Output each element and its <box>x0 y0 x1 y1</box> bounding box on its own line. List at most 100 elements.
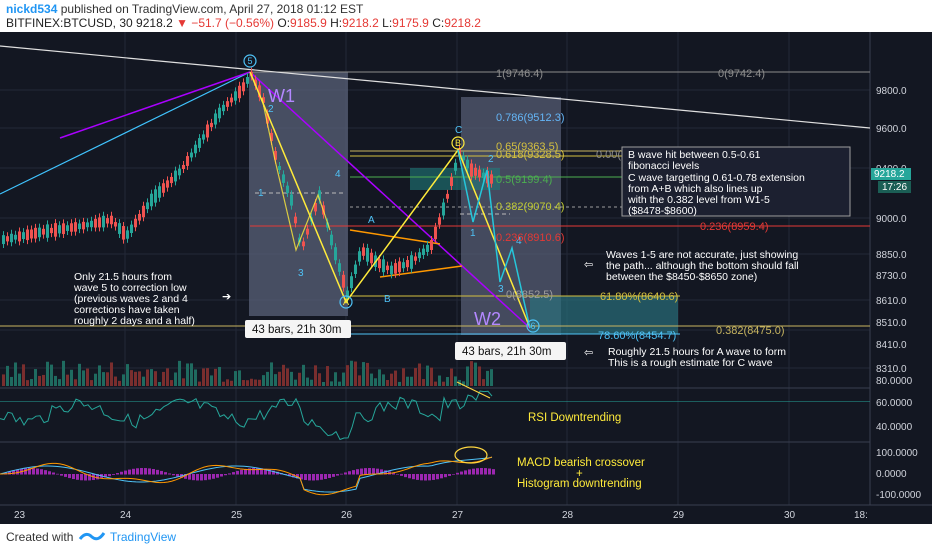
wave-6-circle-label: 6 <box>530 321 535 331</box>
macd-hist-bar <box>236 470 239 475</box>
macd-hist-bar <box>172 474 175 476</box>
macd-hist-bar <box>292 474 295 478</box>
volume-bar <box>282 364 285 386</box>
waves-note-line: between the $8450-$8650 zone) <box>606 271 757 283</box>
volume-bar <box>222 381 225 386</box>
volume-bar <box>326 366 329 386</box>
volume-bar <box>246 380 249 386</box>
volume-bar <box>178 360 181 386</box>
volume-bar <box>98 365 101 386</box>
author-link[interactable]: nickd534 <box>6 2 58 16</box>
macd-hist-bar <box>492 469 495 475</box>
candle <box>318 190 321 200</box>
candle <box>90 220 93 228</box>
candle <box>470 163 473 177</box>
candle <box>474 167 477 176</box>
macd-hist-bar <box>444 474 447 478</box>
volume-bar <box>354 361 357 386</box>
candle <box>306 228 309 235</box>
proj-wave-4: 4 <box>516 236 522 247</box>
candle <box>358 251 361 262</box>
candle <box>118 223 121 234</box>
candle <box>106 218 109 224</box>
a-wave-note-line: Roughly 21.5 hours for A wave to form <box>608 346 786 358</box>
tradingview-link[interactable]: TradingView <box>110 530 177 544</box>
macd-hist-bar <box>260 468 263 475</box>
rsi-level-line <box>0 401 870 402</box>
volume-bar <box>86 368 89 386</box>
macd-hist-bar <box>432 474 435 480</box>
candle <box>406 260 409 268</box>
chart-area[interactable]: 5 A B 6 2 1 3 4 A B C 1 2 3 4 W1 W2 1(97… <box>0 32 932 524</box>
volume-bar <box>394 370 397 386</box>
macd-hist-bar <box>132 468 135 475</box>
created-with: Created with <box>6 530 74 544</box>
volume-bars <box>2 360 493 386</box>
candle <box>274 150 277 160</box>
macd-hist-bar <box>208 474 211 480</box>
rsi-tick: 80.0000 <box>876 376 913 387</box>
macd-hist-bar <box>40 469 43 475</box>
candle <box>414 256 417 261</box>
wave-6-circle <box>526 319 540 333</box>
candle <box>54 223 57 237</box>
time-axis: 23 24 25 26 27 28 29 30 18: <box>14 510 868 521</box>
macd-hist-bar <box>272 470 275 475</box>
volume-bar <box>62 360 65 386</box>
wave-b-circle-label: B <box>455 138 461 148</box>
candle <box>170 176 173 184</box>
candle <box>18 231 21 242</box>
volume-bar <box>78 363 81 386</box>
volume-bar <box>342 372 345 386</box>
purple-trendline-1 <box>59 71 251 139</box>
candle <box>82 221 85 230</box>
macd-hist-bar <box>396 474 399 475</box>
macd-hist-bar <box>268 469 271 475</box>
note-box-line: with the 0.382 level from W1-5 <box>627 194 770 206</box>
volume-bar <box>218 367 221 386</box>
macd-hist-bar <box>76 474 79 480</box>
volume-bar <box>270 362 273 386</box>
candle <box>386 265 389 271</box>
macd-hist-bar <box>136 468 139 475</box>
macd-hist-bar <box>288 474 291 477</box>
volume-bar <box>142 376 145 386</box>
macd-hist-bar <box>464 470 467 475</box>
volume-bar <box>398 381 401 386</box>
candle <box>314 203 317 212</box>
left-note-line: Only 21.5 hours from <box>74 271 172 283</box>
footer: Created with TradingView <box>0 524 932 550</box>
volume-bar <box>410 376 413 386</box>
bars-label-1-box <box>245 320 351 338</box>
candle <box>258 85 261 98</box>
volume-bar <box>102 372 105 386</box>
fib-label-236b: 0.236(8910.6) <box>496 232 565 244</box>
macd-hist-bar <box>16 469 19 475</box>
candle <box>438 217 441 225</box>
macd-hist-bar <box>8 471 11 475</box>
time-tick: 27 <box>452 510 464 521</box>
projected-wave-path <box>457 149 531 329</box>
volume-bar <box>18 373 21 386</box>
bars-label-1: 43 bars, 21h 30m <box>252 324 342 336</box>
volume-bar <box>386 379 389 386</box>
volume-bar <box>374 378 377 386</box>
macd-hist-bar <box>344 472 347 475</box>
macd-note: MACD bearish crossover + Histogram downt… <box>517 457 645 490</box>
volume-bar <box>210 375 213 386</box>
candle <box>178 168 181 176</box>
macd-hist-bar <box>484 468 487 475</box>
volume-bar <box>106 372 109 386</box>
macd-hist-bar <box>308 474 311 481</box>
candle <box>70 223 73 232</box>
candle <box>42 228 45 235</box>
macd-hist-bar <box>204 474 207 481</box>
macd-hist-bar <box>212 474 215 479</box>
volume-bar <box>22 364 25 386</box>
volume-bar <box>114 376 117 386</box>
bars-label-2: 43 bars, 21h 30m <box>462 346 552 358</box>
left-note-line: roughly 2 days and a half) <box>74 315 195 327</box>
macd-hist-bar <box>304 474 307 481</box>
volume-bar <box>474 362 477 386</box>
bars-label-2-box <box>455 342 566 360</box>
